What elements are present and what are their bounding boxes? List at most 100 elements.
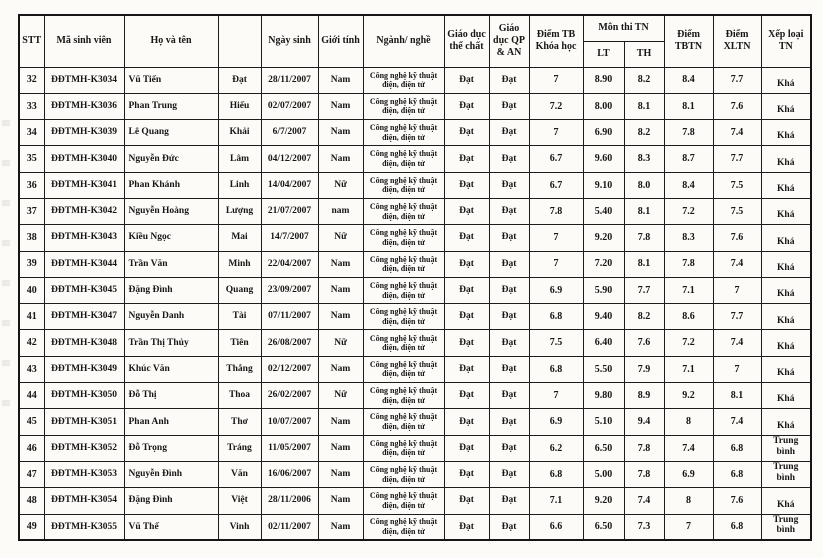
- cell-defense-education: Đạt: [488, 513, 530, 541]
- cell-th-score: 7.9: [623, 355, 665, 384]
- table-row: 32 ĐĐTMH-K3034 Vũ Tiến Đạt 28/11/2007 Na…: [18, 66, 812, 94]
- cell-gender: Nam: [317, 303, 364, 331]
- header-stt: STT: [18, 14, 45, 68]
- cell-classification: Trung bình: [760, 460, 812, 489]
- cell-dob: 22/04/2007: [260, 250, 319, 278]
- cell-major: Công nghệ kỹ thuật điện, điện tử: [362, 224, 445, 252]
- cell-lt-score: 9.10: [582, 171, 625, 199]
- cell-classification: Trung bình: [760, 513, 812, 541]
- cell-gender: Nữ: [317, 382, 364, 410]
- cell-physical-education: Đạt: [443, 329, 490, 357]
- cell-surname: Vũ Tiến: [123, 66, 219, 94]
- cell-given-name: Tài: [217, 303, 262, 331]
- cell-grad-avg: 8.7: [663, 145, 714, 173]
- cell-given-name: Đạt: [217, 66, 262, 94]
- cell-defense-education: Đạt: [488, 250, 530, 278]
- cell-student-id: ĐĐTMH-K3053: [43, 460, 125, 489]
- cell-dob: 10/07/2007: [260, 408, 319, 436]
- cell-grad-avg: 8.1: [663, 92, 714, 121]
- header-grad-rank-score: Điểm XLTN: [712, 14, 762, 68]
- cell-student-id: ĐĐTMH-K3041: [43, 171, 125, 199]
- cell-surname: Phan Trung: [123, 92, 219, 121]
- cell-stt: 40: [18, 276, 45, 305]
- cell-gender: Nam: [317, 513, 364, 541]
- cell-grad-rank-score: 7.4: [712, 329, 762, 357]
- cell-stt: 36: [18, 171, 45, 199]
- cell-dob: 04/12/2007: [260, 145, 319, 173]
- cell-stt: 33: [18, 92, 45, 121]
- cell-major: Công nghệ kỹ thuật điện, điện tử: [362, 92, 445, 121]
- table-row: 41 ĐĐTMH-K3047 Nguyễn Danh Tài 07/11/200…: [18, 303, 812, 331]
- cell-physical-education: Đạt: [443, 250, 490, 278]
- cell-student-id: ĐĐTMH-K3048: [43, 329, 125, 357]
- cell-defense-education: Đạt: [488, 460, 530, 489]
- cell-grad-avg: 7: [663, 513, 714, 541]
- cell-physical-education: Đạt: [443, 197, 490, 226]
- cell-dob: 28/11/2007: [260, 66, 319, 94]
- cell-classification: Khá: [760, 329, 812, 357]
- cell-physical-education: Đạt: [443, 224, 490, 252]
- cell-grad-rank-score: 7.4: [712, 119, 762, 147]
- cell-grad-rank-score: 7.4: [712, 408, 762, 436]
- cell-th-score: 8.2: [623, 66, 665, 94]
- cell-course-gpa: 7: [528, 382, 584, 410]
- cell-course-gpa: 7: [528, 119, 584, 147]
- cell-stt: 38: [18, 224, 45, 252]
- cell-physical-education: Đạt: [443, 119, 490, 147]
- cell-given-name: Lượng: [217, 197, 262, 226]
- cell-major: Công nghệ kỹ thuật điện, điện tử: [362, 434, 445, 462]
- cell-major: Công nghệ kỹ thuật điện, điện tử: [362, 171, 445, 199]
- cell-given-name: Việt: [217, 487, 262, 515]
- cell-dob: 28/11/2006: [260, 487, 319, 515]
- cell-classification: Khá: [760, 303, 812, 331]
- cell-grad-avg: 7.8: [663, 119, 714, 147]
- cell-lt-score: 8.00: [582, 92, 625, 121]
- cell-stt: 42: [18, 329, 45, 357]
- cell-dob: 16/06/2007: [260, 460, 319, 489]
- cell-grad-rank-score: 7.4: [712, 250, 762, 278]
- cell-student-id: ĐĐTMH-K3042: [43, 197, 125, 226]
- cell-stt: 48: [18, 487, 45, 515]
- cell-stt: 46: [18, 434, 45, 462]
- cell-grad-avg: 8: [663, 487, 714, 515]
- cell-lt-score: 5.40: [582, 197, 625, 226]
- cell-defense-education: Đạt: [488, 303, 530, 331]
- cell-defense-education: Đạt: [488, 119, 530, 147]
- cell-course-gpa: 6.9: [528, 276, 584, 305]
- cell-course-gpa: 6.7: [528, 171, 584, 199]
- cell-stt: 39: [18, 250, 45, 278]
- cell-th-score: 7.6: [623, 329, 665, 357]
- cell-dob: 11/05/2007: [260, 434, 319, 462]
- cell-surname: Phan Khánh: [123, 171, 219, 199]
- cell-grad-avg: 8.4: [663, 171, 714, 199]
- cell-course-gpa: 6.9: [528, 408, 584, 436]
- cell-given-name: Mai: [217, 224, 262, 252]
- cell-lt-score: 9.60: [582, 145, 625, 173]
- header-student-id: Mã sinh viên: [43, 14, 125, 68]
- cell-given-name: Thơ: [217, 408, 262, 436]
- cell-classification: Khá: [760, 408, 812, 436]
- table-row: 34 ĐĐTMH-K3039 Lê Quang Khải 6/7/2007 Na…: [18, 119, 812, 147]
- cell-major: Công nghệ kỹ thuật điện, điện tử: [362, 460, 445, 489]
- graduation-results-table: STT Mã sinh viên Họ và tên Ngày sinh Giớ…: [18, 14, 813, 542]
- cell-lt-score: 7.20: [582, 250, 625, 278]
- header-grad-classification: Xếp loại TN: [760, 14, 812, 68]
- cell-course-gpa: 6.6: [528, 513, 584, 541]
- cell-lt-score: 9.80: [582, 382, 625, 410]
- cell-lt-score: 6.50: [582, 513, 625, 541]
- cell-given-name: Vinh: [217, 513, 262, 541]
- cell-stt: 41: [18, 303, 45, 331]
- cell-classification: Khá: [760, 197, 812, 226]
- cell-gender: Nam: [317, 92, 364, 121]
- cell-student-id: ĐĐTMH-K3049: [43, 355, 125, 384]
- cell-th-score: 8.1: [623, 197, 665, 226]
- cell-dob: 26/02/2007: [260, 382, 319, 410]
- cell-dob: 26/08/2007: [260, 329, 319, 357]
- cell-student-id: ĐĐTMH-K3047: [43, 303, 125, 331]
- cell-given-name: Quang: [217, 276, 262, 305]
- cell-physical-education: Đạt: [443, 66, 490, 94]
- cell-physical-education: Đạt: [443, 434, 490, 462]
- cell-course-gpa: 7.8: [528, 197, 584, 226]
- cell-surname: Kiều Ngọc: [123, 224, 219, 252]
- cell-th-score: 7.8: [623, 434, 665, 462]
